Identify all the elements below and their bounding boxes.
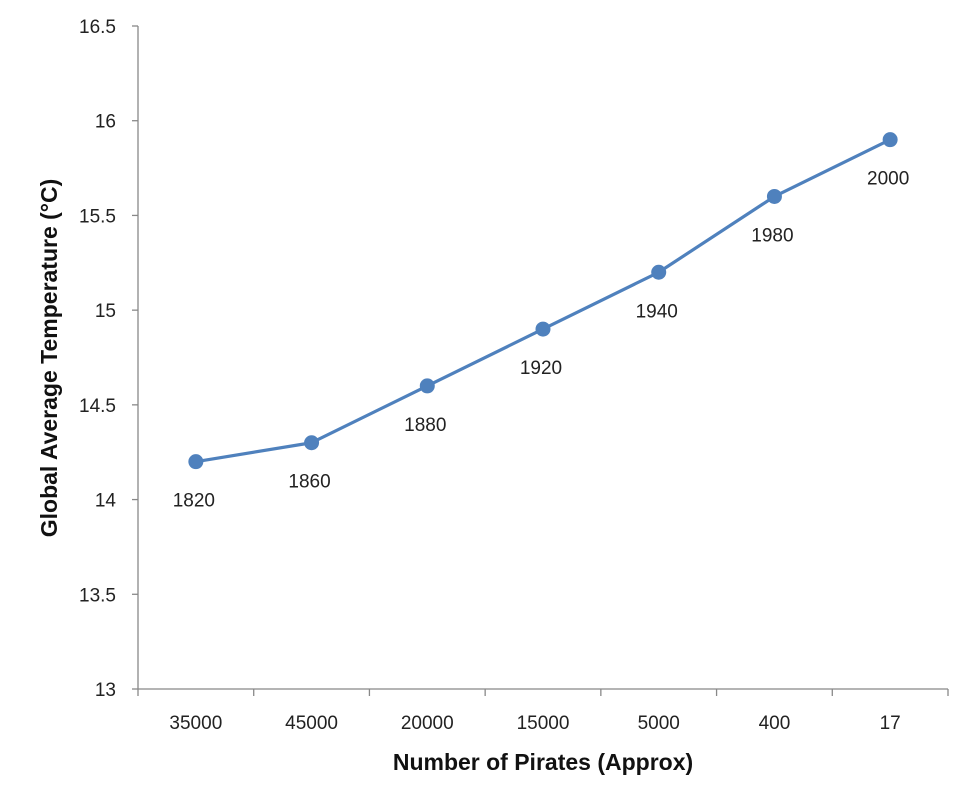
- x-tick-label: 17: [880, 713, 901, 734]
- series: [188, 132, 898, 470]
- y-tick-label: 16.5: [79, 17, 116, 38]
- x-tick-label: 45000: [285, 713, 338, 734]
- x-axis-title: Number of Pirates (Approx): [393, 749, 693, 775]
- x-tick-label: 5000: [638, 713, 680, 734]
- axes: [137, 26, 948, 690]
- y-tick-label: 13.5: [79, 585, 116, 606]
- data-label: 1920: [520, 358, 562, 379]
- data-label: 1880: [404, 415, 446, 436]
- data-point: [304, 435, 320, 451]
- x-tick-label: 400: [759, 713, 791, 734]
- y-axis-title: Global Average Temperature (°C): [36, 179, 62, 538]
- x-tick-label: 15000: [517, 713, 570, 734]
- y-tick-label: 14.5: [79, 396, 116, 417]
- y-tick-label: 15: [95, 301, 116, 322]
- series-line: [195, 138, 891, 464]
- data-label: 1940: [636, 301, 678, 322]
- data-label: 2000: [867, 169, 909, 190]
- data-point: [766, 188, 782, 204]
- data-label: 1820: [173, 491, 215, 512]
- y-tick-label: 15.5: [79, 206, 116, 227]
- data-point: [188, 454, 204, 470]
- x-tick-label: 35000: [169, 713, 222, 734]
- y-tick-label: 16: [95, 112, 116, 133]
- data-point: [419, 378, 435, 394]
- data-label: 1860: [288, 472, 330, 493]
- data-label: 1980: [751, 225, 793, 246]
- x-tick-label: 20000: [401, 713, 454, 734]
- data-point: [882, 132, 898, 148]
- data-point: [535, 321, 551, 337]
- y-tick-label: 13: [95, 680, 116, 701]
- point-labels: 1820 1860 1880 1920 1940 1980 2000: [173, 169, 910, 512]
- data-point: [651, 264, 667, 280]
- y-axis-ticks: 13 13.5 14 14.5 15 15.5 16 16.5: [79, 17, 138, 701]
- y-tick-label: 14: [95, 491, 117, 512]
- x-axis-ticks: 35000 45000 20000 15000 5000 400 17: [137, 689, 949, 734]
